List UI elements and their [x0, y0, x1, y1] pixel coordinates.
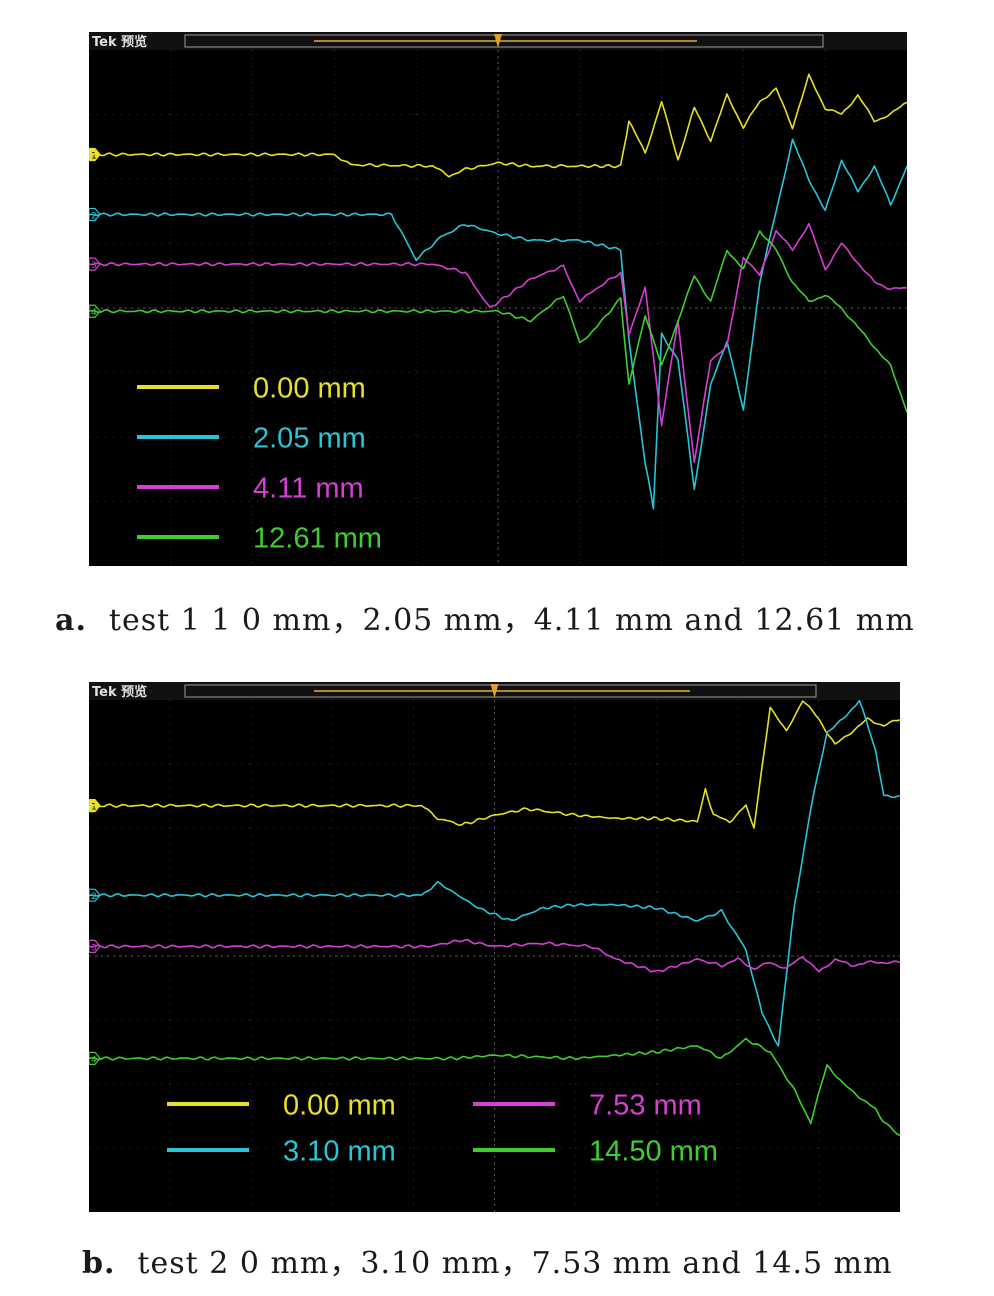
scope-brand-label: Tek 预览	[92, 684, 147, 700]
channel-marker-label: 1	[91, 151, 97, 161]
legend-label: 4.11 mm	[253, 472, 364, 504]
legend-label: 12.61 mm	[253, 522, 382, 554]
channel-marker-label: 4	[91, 1055, 97, 1065]
channel-marker-4: 4	[89, 304, 101, 318]
channel-marker-label: 2	[91, 892, 97, 902]
legend-label: 0.00 mm	[253, 372, 366, 404]
channel-marker-4: 4	[89, 1051, 101, 1065]
oscilloscope-chart-a: Tek 预览 1 2 3 4 0.00 mm 2.05 mm 4.11 mm 12.61 mm	[89, 32, 907, 566]
legend-label: 2.05 mm	[253, 422, 366, 454]
channel-marker-label: 1	[91, 803, 97, 813]
channel-marker-2: 2	[89, 207, 101, 221]
caption-text-b: test 2 0 mm，3.10 mm，7.53 mm and 14.5 mm	[137, 1246, 893, 1281]
legend-label: 0.00 mm	[283, 1089, 396, 1121]
caption-letter-a: a.	[55, 603, 87, 638]
channel-marker-3: 3	[89, 257, 101, 271]
legend-label: 7.53 mm	[589, 1089, 702, 1121]
scope-brand-label: Tek 预览	[92, 34, 147, 50]
trigger-position-icon	[494, 34, 502, 48]
legend-label: 3.10 mm	[283, 1135, 396, 1167]
trigger-position-icon	[490, 684, 499, 698]
channel-marker-3: 3	[89, 939, 101, 953]
scope-panel-b: Tek 预览 1 2 3 4 0.00 mm 3.10 mm 7.53 mm 14.50 mm	[89, 682, 900, 1212]
caption-letter-b: b.	[82, 1246, 116, 1281]
caption-a: a. test 1 1 0 mm，2.05 mm，4.11 mm and 12.6…	[0, 595, 994, 639]
trace-3	[89, 222, 907, 464]
oscilloscope-chart-b: Tek 预览 1 2 3 4 0.00 mm 3.10 mm 7.53 mm 14.50 mm	[89, 682, 900, 1212]
trace-2	[89, 699, 900, 1047]
channel-marker-label: 3	[91, 261, 97, 271]
caption-b: b. test 2 0 mm，3.10 mm，7.53 mm and 14.5 m…	[0, 1238, 994, 1282]
graticule	[89, 700, 900, 1212]
trace-2	[89, 138, 907, 510]
channel-marker-label: 4	[91, 308, 97, 318]
caption-text-a: test 1 1 0 mm，2.05 mm，4.11 mm and 12.61 …	[108, 603, 915, 638]
graticule	[89, 50, 907, 566]
channel-marker-2: 2	[89, 888, 101, 902]
trace-1	[89, 700, 900, 829]
legend-label: 14.50 mm	[589, 1135, 718, 1167]
trace-4	[89, 230, 907, 413]
channel-marker-label: 2	[91, 211, 97, 221]
trace-3	[89, 938, 900, 973]
trace-1	[89, 73, 907, 178]
legend: 0.00 mm 3.10 mm 7.53 mm 14.50 mm	[167, 1089, 718, 1167]
legend: 0.00 mm 2.05 mm 4.11 mm 12.61 mm	[137, 372, 382, 554]
trace-4	[89, 1037, 900, 1137]
scope-panel-a: Tek 预览 1 2 3 4 0.00 mm 2.05 mm 4.11 mm 12.61 mm	[89, 32, 907, 566]
channel-marker-label: 3	[91, 943, 97, 953]
